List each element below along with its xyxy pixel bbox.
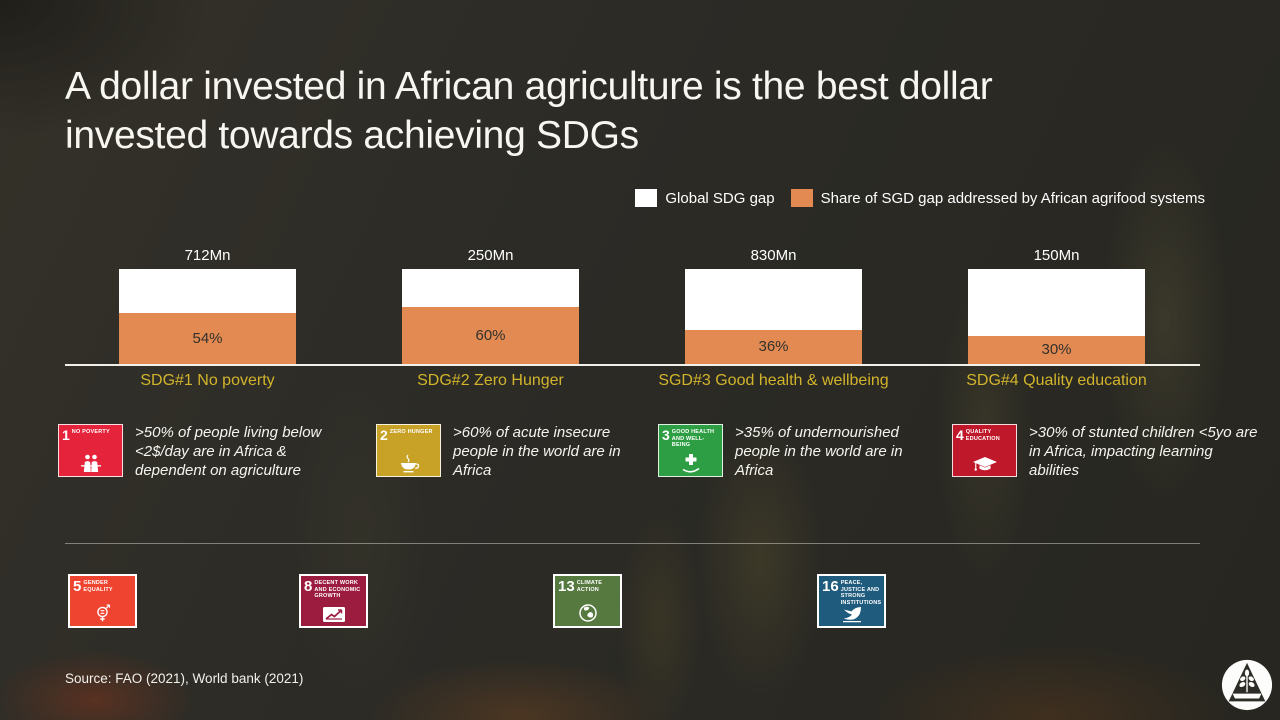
bar-segment-africa-share: 54% [119, 312, 296, 364]
sdg-tile-name: GOOD HEALTH AND WELL-BEING [671, 429, 715, 449]
sdg-card-text: >35% of undernourished people in the wor… [735, 424, 903, 479]
bar-segment-global-gap [119, 269, 296, 313]
source-text: Source: FAO (2021), World bank (2021) [65, 671, 304, 686]
sdg-tile-name: PEACE, JUSTICE AND STRONG INSTITUTIONS [840, 580, 882, 606]
bar-group-sdg3: 830Mn 36% SGD#3 Good health & wellbeing [658, 247, 888, 390]
bar-total-label: 250Mn [467, 247, 514, 264]
bar-group-sdg1: 712Mn 54% SDG#1 No poverty [119, 247, 296, 390]
legend-swatch-global-gap [635, 189, 658, 207]
people-icon [78, 454, 104, 473]
sdg-tile-header: 8 DECENT WORK AND ECONOMIC GROWTH [301, 576, 366, 600]
sdg-tile-header: 16 PEACE, JUSTICE AND STRONG INSTITUTION… [819, 576, 884, 606]
title-line-1: A dollar invested in African agriculture… [65, 65, 993, 108]
sdg-tile-number: 3 [662, 427, 670, 443]
bar-share-label: 30% [1041, 341, 1072, 359]
page-title: A dollar invested in African agriculture… [65, 62, 993, 160]
stacked-bar: 54% [119, 269, 296, 364]
sdg-tile-name: QUALITY EDUCATION [965, 429, 1000, 442]
stacked-bar: 30% [968, 269, 1145, 364]
graduation-cap-icon [971, 456, 999, 473]
bar-total-label: 830Mn [750, 247, 797, 264]
gender-equality-icon [94, 602, 111, 623]
sdg-tile-header: 1 NO POVERTY [59, 425, 122, 442]
sdg-tile-13: 13 CLIMATE ACTION [553, 574, 622, 628]
bar-segment-global-gap [685, 269, 862, 330]
title-line-2: invested towards achieving SDGs [65, 114, 639, 158]
sdg-tile-8: 8 DECENT WORK AND ECONOMIC GROWTH [299, 574, 368, 628]
sdg-tile-name: NO POVERTY [71, 429, 110, 435]
dove-icon [840, 606, 864, 623]
sdg-card-text: >60% of acute insecure people in the wor… [453, 424, 621, 479]
sdg-tile-5: 5 GENDER EQUALITY [68, 574, 137, 628]
sdg-tile-header: 2 ZERO HUNGER [377, 425, 440, 442]
sdg-tile-header: 5 GENDER EQUALITY [70, 576, 135, 594]
sdg-tile-number: 1 [62, 427, 70, 443]
stacked-bar: 60% [402, 269, 579, 364]
chart-legend: Global SDG gap Share of SGD gap addresse… [635, 189, 1205, 207]
sdg-card-3: 3 GOOD HEALTH AND WELL-BEING >35% of und… [658, 424, 931, 480]
globe-eye-icon [578, 603, 598, 623]
sdg-tile-16: 16 PEACE, JUSTICE AND STRONG INSTITUTION… [817, 574, 886, 628]
bar-share-label: 54% [192, 329, 223, 347]
legend-swatch-africa-share [790, 189, 813, 207]
bar-segment-global-gap [968, 269, 1145, 336]
sdg-tile-1: 1 NO POVERTY [58, 424, 123, 477]
sdg-tile-4: 4 QUALITY EDUCATION [952, 424, 1017, 477]
category-label: SDG#4 Quality education [966, 372, 1147, 389]
sdg-tile-number: 5 [73, 578, 82, 595]
sdg-tile-number: 4 [956, 427, 964, 443]
sdg-tile-name: GENDER EQUALITY [83, 580, 113, 593]
bar-segment-africa-share: 36% [685, 329, 862, 364]
legend-label-africa-share: Share of SGD gap addressed by African ag… [820, 189, 1205, 207]
bar-share-label: 36% [758, 338, 789, 356]
org-logo [1220, 658, 1274, 712]
legend-label-global-gap: Global SDG gap [665, 189, 775, 207]
sdg-card-text: >50% of people living below <2$/day are … [135, 424, 322, 479]
sdg-card-text: >30% of stunted children <5yo are in Afr… [1029, 424, 1258, 479]
sdg-tile-number: 8 [304, 578, 313, 595]
bar-share-label: 60% [475, 327, 506, 344]
sdg-card-1: 1 NO POVERTY >50% of people living below… [58, 424, 347, 480]
bar-segment-africa-share: 60% [402, 307, 579, 364]
bar-group-sdg2: 250Mn 60% SDG#2 Zero Hunger [402, 247, 579, 390]
sdg-card-4: 4 QUALITY EDUCATION >30% of stunted chil… [952, 424, 1261, 480]
section-divider [65, 543, 1200, 544]
stacked-bar: 36% [685, 269, 862, 364]
sdg-tile-header: 3 GOOD HEALTH AND WELL-BEING [659, 425, 722, 449]
sdg-tile-number: 16 [822, 578, 839, 595]
category-label: SDG#1 No poverty [140, 372, 275, 389]
wheat-logo-icon [1221, 659, 1273, 711]
health-plus-hand-icon [680, 453, 702, 473]
sdg-tile-header: 4 QUALITY EDUCATION [953, 425, 1016, 442]
sdg-tile-number: 2 [380, 427, 388, 443]
sdg-tile-2: 2 ZERO HUNGER [376, 424, 441, 477]
bar-group-sdg4: 150Mn 30% SDG#4 Quality education [966, 247, 1147, 390]
category-label: SGD#3 Good health & wellbeing [658, 372, 889, 389]
sdg-tile-3: 3 GOOD HEALTH AND WELL-BEING [658, 424, 723, 477]
sdg-tile-name: ZERO HUNGER [389, 429, 433, 435]
sdg-card-2: 2 ZERO HUNGER >60% of acute insecure peo… [376, 424, 645, 480]
sdg-tile-name: DECENT WORK AND ECONOMIC GROWTH [314, 580, 361, 600]
bar-total-label: 712Mn [184, 247, 231, 264]
sdg-tile-name: CLIMATE ACTION [576, 580, 603, 593]
bar-segment-global-gap [402, 269, 579, 307]
growth-chart-icon [322, 606, 346, 623]
category-label: SDG#2 Zero Hunger [417, 372, 564, 389]
bar-total-label: 150Mn [1033, 247, 1080, 264]
axis-baseline [65, 364, 1200, 366]
sdg-tile-number: 13 [558, 578, 575, 595]
bar-segment-africa-share: 30% [968, 335, 1145, 364]
steaming-bowl-icon [397, 454, 421, 473]
sdg-tile-header: 13 CLIMATE ACTION [555, 576, 620, 594]
